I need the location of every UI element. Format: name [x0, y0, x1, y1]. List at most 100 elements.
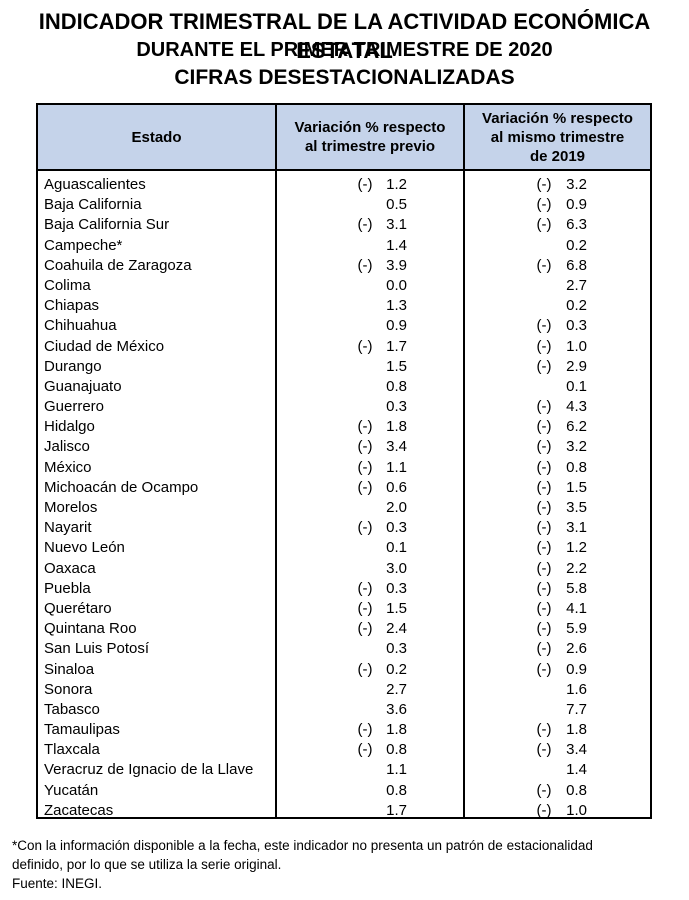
- estado-cell: México: [44, 458, 92, 476]
- table-header: Estado Variación % respecto al trimestre…: [38, 105, 650, 171]
- previo-sign-cell: (-): [357, 418, 373, 436]
- table-row: Ciudad de México (-) 1.7 (-) 1.0: [38, 337, 650, 357]
- anual-value-cell: 0.9: [566, 196, 587, 214]
- estado-cell: Morelos: [44, 499, 98, 516]
- anual-value-cell: 0.2: [566, 297, 587, 315]
- anual-value-cell: 1.0: [566, 801, 587, 819]
- previo-value-cell: 1.8: [386, 418, 407, 436]
- anual-value-cell: 0.3: [566, 317, 587, 335]
- table-row: Chihuahua 0.9 (-) 0.3: [38, 316, 650, 336]
- anual-sign-cell: (-): [536, 256, 552, 274]
- previo-value-cell: 0.6: [386, 478, 407, 496]
- previo-sign-cell: (-): [357, 256, 373, 274]
- anual-sign-cell: (-): [536, 499, 552, 516]
- estado-cell: Michoacán de Ocampo: [44, 478, 199, 496]
- estado-cell: Coahuila de Zaragoza: [44, 256, 192, 274]
- previo-value-cell: 1.8: [386, 721, 407, 739]
- table-row: Baja California 0.5 (-) 0.9: [38, 195, 650, 215]
- table-row: Nuevo León 0.1 (-) 1.2: [38, 538, 650, 558]
- previo-sign-cell: (-): [357, 519, 373, 537]
- table-row: Tabasco 3.6 7.7: [38, 700, 650, 720]
- anual-sign-cell: (-): [536, 801, 552, 819]
- table-row: México (-) 1.1 (-) 0.8: [38, 458, 650, 478]
- header-estado-label: Estado: [131, 128, 182, 146]
- estado-cell: Querétaro: [44, 599, 112, 617]
- header-previo-line-2: al trimestre previo: [304, 138, 436, 155]
- previo-value-cell: 0.8: [386, 781, 407, 799]
- anual-value-cell: 0.8: [566, 781, 587, 799]
- previo-value-cell: 0.3: [386, 519, 407, 537]
- anual-sign-cell: (-): [536, 337, 552, 355]
- estado-cell: Chihuahua: [44, 317, 117, 335]
- anual-value-cell: 2.6: [566, 640, 587, 658]
- anual-value-cell: 2.2: [566, 559, 587, 577]
- anual-sign-cell: (-): [536, 539, 552, 557]
- table-row: Oaxaca 3.0 (-) 2.2: [38, 559, 650, 579]
- previo-value-cell: 3.6: [386, 700, 407, 718]
- estado-cell: Ciudad de México: [44, 337, 165, 355]
- anual-sign-cell: (-): [536, 418, 552, 436]
- anual-sign-cell: (-): [536, 176, 552, 193]
- table-row: Guanajuato 0.8 0.1: [38, 377, 650, 397]
- table-row: Querétaro (-) 1.5 (-) 4.1: [38, 599, 650, 619]
- previo-value-cell: 0.2: [386, 660, 407, 678]
- estado-cell: Sonora: [44, 680, 93, 698]
- previo-sign-cell: (-): [357, 176, 373, 193]
- anual-value-cell: 3.2: [566, 176, 587, 193]
- table-row: Sinaloa (-) 0.2 (-) 0.9: [38, 660, 650, 680]
- previo-value-cell: 2.0: [386, 499, 407, 516]
- previo-sign-cell: (-): [357, 438, 373, 456]
- estado-cell: Tlaxcala: [44, 741, 100, 759]
- table-body: Aguascalientes (-) 1.2 (-) 3.2 Baja Californi…: [38, 175, 650, 821]
- previo-value-cell: 3.1: [386, 216, 407, 234]
- anual-value-cell: 0.1: [566, 377, 587, 395]
- previo-value-cell: 1.2: [386, 176, 407, 193]
- estado-cell: Quintana Roo: [44, 620, 137, 638]
- anual-value-cell: 1.5: [566, 478, 587, 496]
- estado-cell: Jalisco: [44, 438, 90, 456]
- previo-value-cell: 1.1: [386, 761, 407, 779]
- previo-sign-cell: (-): [357, 216, 373, 234]
- previo-sign-cell: (-): [357, 620, 373, 638]
- previo-value-cell: 2.4: [386, 620, 407, 638]
- previo-value-cell: 0.3: [386, 640, 407, 658]
- data-table: Estado Variación % respecto al trimestre…: [36, 103, 652, 819]
- header-estado: Estado: [38, 105, 275, 169]
- footnote-line-2: definido, por lo que se utiliza la serie…: [12, 857, 282, 872]
- title-line-3: CIFRAS DESESTACIONALIZADAS: [0, 65, 689, 93]
- table-row: Durango 1.5 (-) 2.9: [38, 357, 650, 377]
- title-line-3-text: CIFRAS DESESTACIONALIZADAS: [174, 66, 515, 89]
- previo-value-cell: 1.5: [386, 357, 407, 375]
- table-row: Zacatecas 1.7 (-) 1.0: [38, 801, 650, 821]
- anual-sign-cell: (-): [536, 196, 552, 214]
- anual-value-cell: 7.7: [566, 700, 587, 718]
- table-row: Chiapas 1.3 0.2: [38, 296, 650, 316]
- title-line-1: INDICADOR TRIMESTRAL DE LA ACTIVIDAD ECO…: [0, 9, 689, 67]
- anual-value-cell: 0.8: [566, 458, 587, 476]
- table-row: Morelos 2.0 (-) 3.5: [38, 498, 650, 518]
- table-row: Yucatán 0.8 (-) 0.8: [38, 781, 650, 801]
- anual-value-cell: 6.8: [566, 256, 587, 274]
- anual-sign-cell: (-): [536, 478, 552, 496]
- previo-value-cell: 1.1: [386, 458, 407, 476]
- anual-value-cell: 1.4: [566, 761, 587, 779]
- estado-cell: Yucatán: [44, 781, 99, 799]
- anual-sign-cell: (-): [536, 559, 552, 577]
- estado-cell: Campeche*: [44, 236, 123, 254]
- anual-value-cell: 6.2: [566, 418, 587, 436]
- previo-value-cell: 0.8: [386, 741, 407, 759]
- anual-sign-cell: (-): [536, 620, 552, 638]
- previo-sign-cell: (-): [357, 721, 373, 739]
- anual-sign-cell: (-): [536, 458, 552, 476]
- header-previo-line-1: Variación % respecto: [294, 119, 446, 136]
- estado-cell: Veracruz de Ignacio de la Llave: [44, 761, 254, 779]
- anual-sign-cell: (-): [536, 660, 552, 678]
- previo-sign-cell: (-): [357, 458, 373, 476]
- estado-cell: Aguascalientes: [44, 176, 146, 193]
- anual-sign-cell: (-): [536, 317, 552, 335]
- anual-sign-cell: (-): [536, 519, 552, 537]
- estado-cell: Durango: [44, 357, 102, 375]
- previo-value-cell: 3.4: [386, 438, 407, 456]
- column-divider: [275, 105, 277, 817]
- estado-cell: Chiapas: [44, 297, 100, 315]
